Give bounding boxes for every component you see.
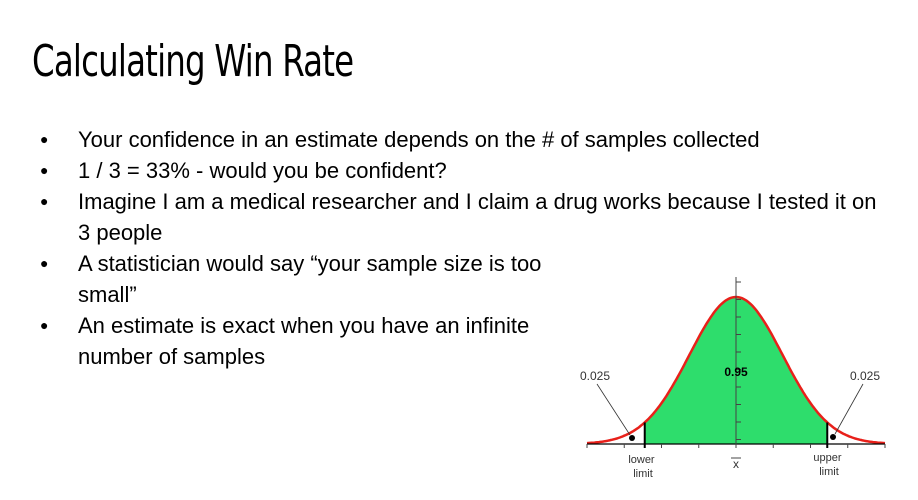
bullet-item: ● A statistician would say “your sample … <box>0 248 878 310</box>
bullet-marker: ● <box>40 193 49 209</box>
bullet-text: 1 / 3 = 33% - would you be confident? <box>78 158 447 183</box>
bullet-text: Imagine I am a medical researcher and I … <box>78 189 877 245</box>
right-tail-pointer <box>834 383 864 435</box>
upper-limit-label: upper limit <box>813 452 844 478</box>
right-tail-label: 0.025 <box>850 369 880 383</box>
mean-label: x <box>733 457 739 471</box>
bullet-marker: ● <box>40 317 49 333</box>
bullet-marker: ● <box>40 162 49 178</box>
bullet-item: ● An estimate is exact when you have an … <box>0 310 878 372</box>
lower-limit-label-line1: lower <box>628 454 655 466</box>
bullet-text: A statistician would say “your sample si… <box>78 251 542 307</box>
bullet-item: ● Your confidence in an estimate depends… <box>0 124 878 155</box>
bullet-marker: ● <box>40 131 49 147</box>
bullet-list: ● Your confidence in an estimate depends… <box>0 124 878 372</box>
lower-limit-label: lower limit <box>628 454 657 480</box>
tick-marks <box>586 281 886 448</box>
bullet-text: Your confidence in an estimate depends o… <box>78 127 760 152</box>
bullet-marker: ● <box>40 255 49 271</box>
center-probability-label: 0.95 <box>724 365 748 379</box>
left-tail-point <box>629 435 635 441</box>
right-tail-point <box>830 434 836 440</box>
left-tail-pointer <box>596 383 631 436</box>
lower-limit-label-line2: limit <box>633 468 653 480</box>
tail-area <box>587 422 645 444</box>
left-tail-label: 0.025 <box>580 369 610 383</box>
tail-area <box>827 422 885 444</box>
bullet-text: An estimate is exact when you have an in… <box>78 313 530 369</box>
slide-title: Calculating Win Rate <box>32 36 354 87</box>
normal-distribution-chart: 0.95 0.025 0.025 lower limit upper limit… <box>580 277 886 480</box>
bullet-item: ● 1 / 3 = 33% - would you be confident? <box>0 155 878 186</box>
upper-limit-label-line1: upper <box>813 452 841 464</box>
bullet-item: ● Imagine I am a medical researcher and … <box>0 186 878 248</box>
upper-limit-label-line2: limit <box>819 466 839 478</box>
